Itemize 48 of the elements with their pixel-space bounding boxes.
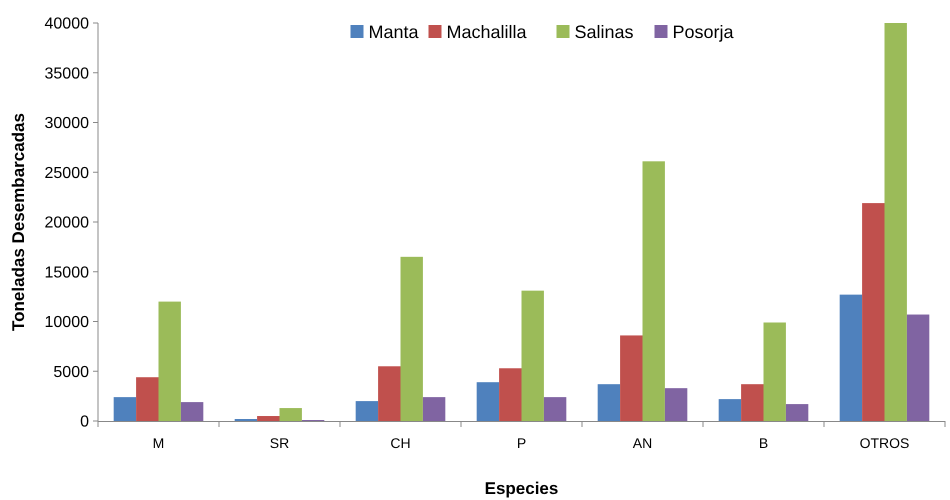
bar (356, 401, 378, 421)
bar (522, 290, 544, 421)
bar (664, 388, 688, 421)
bar (257, 416, 280, 421)
y-tick-label: 0 (80, 414, 90, 431)
x-tick-label: P (516, 435, 526, 451)
x-tick-label: B (758, 435, 768, 451)
legend-label: Posorja (672, 22, 735, 42)
bar (180, 402, 204, 421)
bar (499, 368, 522, 421)
legend-label: Salinas (574, 22, 634, 42)
bar (598, 384, 620, 421)
bar (620, 335, 642, 421)
bar (158, 302, 181, 421)
y-axis-title: Toneladas Desembarcadas (9, 113, 28, 331)
x-tick-label: M (152, 435, 164, 451)
bar (422, 397, 446, 421)
legend-label: Machalilla (446, 22, 528, 42)
x-tick-label: AN (632, 435, 652, 451)
y-tick-label: 35000 (44, 65, 90, 82)
bar (400, 256, 423, 421)
x-axis-title: Especies (484, 479, 558, 498)
bar (840, 294, 862, 421)
bar (786, 404, 808, 421)
bar (378, 366, 400, 421)
x-tick-label: SR (270, 435, 290, 451)
bar (718, 399, 742, 421)
bar (280, 408, 302, 421)
y-tick-label: 25000 (44, 164, 90, 182)
bar (114, 397, 136, 421)
y-tick-label: 5000 (53, 364, 90, 381)
bar (884, 23, 907, 421)
y-tick-label: 15000 (44, 264, 90, 282)
y-tick-label: 30000 (44, 115, 90, 132)
bar (862, 203, 884, 421)
y-tick-label: 20000 (44, 214, 90, 232)
x-tick-label: CH (390, 435, 411, 451)
x-tick-label: OTROS (860, 435, 910, 451)
bar (741, 384, 764, 421)
bar (642, 161, 665, 421)
bar (544, 397, 566, 421)
legend-label: Manta (368, 22, 420, 42)
y-tick-label: 10000 (44, 314, 90, 332)
bar (136, 377, 158, 421)
bar (476, 382, 500, 421)
y-tick-label: 40000 (44, 16, 90, 33)
bar (906, 314, 930, 421)
bar (764, 322, 786, 421)
